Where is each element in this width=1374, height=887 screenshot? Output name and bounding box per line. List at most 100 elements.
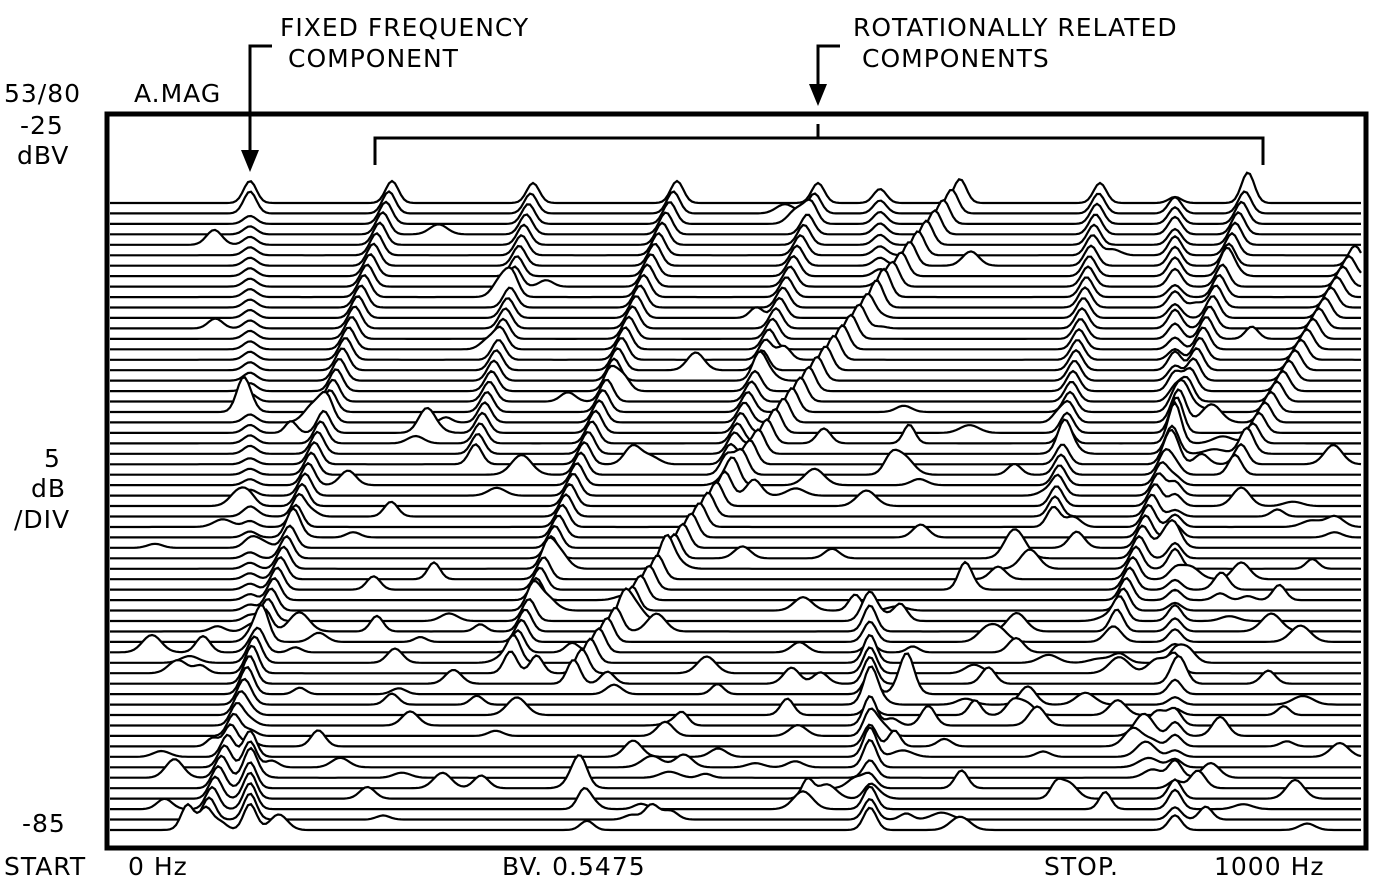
trace	[110, 626, 1361, 654]
trace-mask	[110, 555, 1362, 581]
trace-mask	[110, 172, 1362, 204]
trace	[110, 554, 1361, 581]
trace	[110, 644, 1361, 675]
spectral-traces	[110, 171, 1362, 832]
trace	[110, 604, 1361, 633]
trace-mask	[110, 727, 1362, 758]
fixed-arrow	[248, 44, 272, 168]
trace	[110, 188, 1361, 215]
footer-label: BV. 0.5475	[502, 852, 646, 881]
label: A.MAG	[134, 79, 221, 108]
label: 53/80	[4, 79, 81, 108]
trace	[110, 198, 1361, 225]
trace	[110, 580, 1361, 612]
trace-mask	[110, 740, 1362, 769]
trace-mask	[110, 748, 1362, 779]
trace	[110, 518, 1361, 549]
footer-label: 1000 Hz	[1214, 852, 1325, 881]
trace	[110, 323, 1361, 351]
bracket	[373, 124, 1265, 165]
trace	[110, 560, 1361, 591]
trace	[110, 574, 1361, 602]
trace	[110, 241, 1362, 267]
trace	[110, 771, 1361, 800]
trace	[110, 782, 1361, 811]
trace	[110, 802, 1361, 832]
trace-mask	[110, 773, 1362, 800]
trace	[110, 418, 1361, 455]
trace	[110, 350, 1361, 382]
trace	[110, 528, 1361, 560]
trace	[110, 266, 1361, 299]
trace	[110, 792, 1361, 821]
label: /DIV	[14, 505, 70, 534]
trace-mask	[110, 482, 1362, 508]
trace	[110, 292, 1361, 319]
rotational-arrow	[816, 44, 840, 100]
trace-mask	[110, 397, 1362, 434]
label: -25	[20, 111, 64, 140]
trace	[110, 396, 1361, 434]
trace	[110, 506, 1361, 539]
rotational-arrowhead	[809, 84, 827, 106]
trace	[110, 738, 1361, 769]
trace	[110, 470, 1361, 497]
trace	[110, 208, 1361, 236]
label: -85	[22, 809, 66, 838]
footer-label: START	[4, 852, 86, 881]
trace-mask	[110, 471, 1362, 497]
plot-frame	[104, 111, 1369, 851]
label: dB	[31, 474, 66, 503]
trace	[110, 456, 1361, 487]
trace-mask	[110, 635, 1362, 664]
trace-mask	[110, 280, 1362, 309]
trace	[110, 388, 1361, 424]
annotation: COMPONENT	[288, 44, 459, 73]
trace	[110, 726, 1362, 758]
trace	[110, 603, 1361, 644]
trace	[110, 587, 1361, 623]
annotation: COMPONENTS	[862, 44, 1050, 73]
trace	[110, 491, 1361, 518]
trace-mask	[110, 529, 1362, 560]
trace	[110, 364, 1361, 393]
trace-mask	[110, 503, 1362, 528]
trace	[110, 279, 1361, 309]
trace-mask	[110, 605, 1362, 633]
trace	[110, 171, 1361, 205]
trace	[110, 665, 1361, 706]
footer-label: STOP.	[1044, 852, 1119, 881]
trace-mask	[110, 267, 1362, 299]
trace	[110, 654, 1361, 685]
trace	[110, 746, 1361, 779]
trace	[110, 230, 1361, 257]
footer-label: 0 Hz	[128, 852, 188, 881]
trace	[110, 400, 1361, 445]
trace	[110, 428, 1362, 466]
label: 5	[44, 444, 61, 473]
trace-mask	[110, 419, 1362, 455]
annotation: ROTATIONALLY RELATED	[853, 13, 1178, 42]
trace-mask	[110, 304, 1362, 330]
trace	[110, 447, 1361, 476]
trace-mask	[110, 247, 1362, 278]
trace	[110, 246, 1362, 278]
trace	[110, 480, 1361, 508]
trace	[110, 652, 1361, 696]
trace	[110, 723, 1361, 748]
trace	[110, 219, 1361, 246]
fixed-arrowhead	[241, 150, 259, 172]
trace	[110, 334, 1361, 361]
trace-mask	[110, 653, 1362, 696]
trace	[110, 533, 1362, 570]
trace	[110, 502, 1362, 529]
annotation: FIXED FREQUENCY	[280, 13, 529, 42]
trace	[110, 260, 1362, 288]
trace	[110, 313, 1361, 340]
trace-mask	[110, 293, 1362, 319]
label: dBV	[17, 141, 69, 170]
trace-mask	[110, 377, 1362, 413]
trace-mask	[110, 457, 1362, 487]
